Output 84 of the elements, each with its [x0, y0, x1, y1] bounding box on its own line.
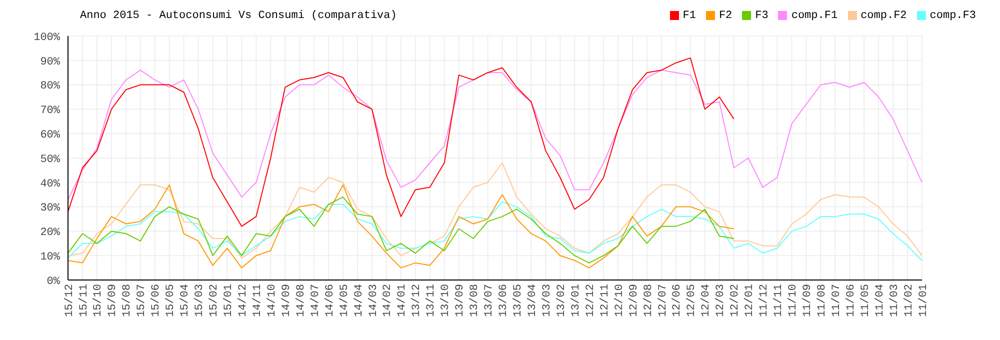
x-tick-label: 14/04 — [353, 284, 366, 318]
y-tick-label: 80% — [40, 80, 60, 93]
x-tick-label: 11/05 — [860, 284, 872, 318]
x-tick-label: 15/08 — [122, 284, 134, 318]
legend-label: comp.F2 — [860, 10, 907, 22]
y-tick-label: 0% — [46, 276, 60, 288]
x-tick-label: 13/04 — [526, 284, 539, 318]
x-tick-label: 11/02 — [903, 284, 916, 318]
y-tick-label: 70% — [40, 105, 60, 118]
x-tick-label: 12/04 — [700, 284, 713, 318]
x-tick-label: 11/10 — [788, 284, 800, 318]
x-tick-label: 12/12 — [584, 284, 597, 318]
legend-label: comp.F1 — [791, 10, 838, 22]
y-tick-label: 30% — [40, 202, 60, 215]
x-tick-label: 15/05 — [165, 284, 178, 318]
x-tick-label: 14/01 — [396, 284, 409, 318]
x-tick-label: 14/05 — [338, 284, 351, 318]
line-series — [68, 70, 922, 200]
y-tick-label: 100% — [34, 32, 60, 44]
x-tick-label: 15/12 — [64, 284, 76, 318]
x-tick-label: 11/07 — [830, 284, 843, 318]
x-tick-label: 11/03 — [888, 284, 901, 318]
x-tick-label: 12/01 — [744, 284, 756, 318]
x-tick-label: 15/11 — [78, 284, 90, 318]
line-series — [68, 184, 734, 268]
x-tick-label: 13/07 — [484, 284, 496, 318]
x-tick-label: 14/02 — [382, 284, 394, 318]
x-tick-label: 13/09 — [454, 284, 467, 318]
x-tick-label: 12/10 — [614, 284, 626, 318]
x-tick-label: 12/07 — [657, 284, 670, 318]
x-tick-label: 13/08 — [469, 284, 482, 318]
x-tick-label: 14/06 — [324, 284, 336, 318]
x-tick-label: 14/07 — [310, 284, 322, 318]
x-tick-label: 11/01 — [918, 284, 930, 318]
x-tick-label: 13/11 — [426, 284, 438, 318]
y-tick-label: 50% — [40, 154, 60, 166]
x-tick-label: 15/03 — [194, 284, 206, 318]
x-tick-label: 11/12 — [758, 284, 771, 318]
y-tick-label: 20% — [40, 227, 60, 240]
x-tick-label: 11/04 — [874, 284, 886, 318]
y-tick-label: 40% — [40, 178, 60, 190]
x-tick-label: 12/05 — [686, 284, 698, 318]
x-tick-label: 12/06 — [672, 284, 684, 318]
x-tick-label: 15/06 — [150, 284, 163, 318]
x-tick-label: 15/07 — [136, 284, 148, 318]
line-series — [68, 57, 734, 227]
x-tick-label: 12/02 — [730, 284, 742, 318]
line-series — [68, 196, 734, 264]
x-tick-label: 13/05 — [512, 284, 525, 318]
x-tick-label: 13/10 — [440, 284, 452, 318]
legend-label: F1 — [682, 10, 696, 22]
x-tick-label: 14/11 — [252, 284, 264, 318]
x-tick-label: 13/03 — [541, 284, 554, 318]
y-tick-label: 60% — [40, 130, 60, 142]
x-tick-label: 12/09 — [628, 284, 640, 318]
x-tick-label: 15/10 — [92, 284, 105, 318]
line-series — [68, 162, 922, 259]
x-tick-label: 12/11 — [599, 284, 612, 318]
x-tick-label: 15/04 — [180, 284, 192, 318]
chart-title: Anno 2015 - Autoconsumi Vs Consumi (comparativa) — [80, 10, 397, 22]
x-tick-label: 13/12 — [411, 284, 424, 318]
x-tick-label: 11/09 — [802, 284, 814, 318]
x-tick-label: 12/08 — [642, 284, 655, 318]
x-tick-label: 15/02 — [208, 284, 221, 318]
x-tick-label: 13/01 — [570, 284, 582, 318]
line-series — [68, 201, 922, 261]
x-tick-label: 14/12 — [238, 284, 250, 318]
x-tick-label: 14/10 — [266, 284, 278, 318]
x-tick-label: 11/08 — [816, 284, 828, 318]
x-tick-label: 14/08 — [295, 284, 308, 318]
x-tick-label: 15/09 — [107, 284, 120, 318]
x-tick-label: 11/11 — [773, 284, 786, 318]
x-tick-label: 13/02 — [556, 284, 568, 318]
x-tick-label: 15/01 — [223, 284, 236, 318]
x-tick-label: 14/09 — [280, 284, 293, 318]
x-tick-label: 14/03 — [368, 284, 380, 318]
y-tick-label: 90% — [40, 56, 60, 68]
x-tick-label: 12/03 — [715, 284, 728, 318]
x-tick-label: 13/06 — [498, 284, 510, 318]
x-tick-label: 11/06 — [845, 284, 858, 318]
legend-label: F2 — [718, 10, 732, 22]
legend-label: comp.F3 — [930, 10, 976, 22]
y-tick-label: 10% — [40, 252, 60, 264]
legend-label: F3 — [755, 10, 768, 22]
